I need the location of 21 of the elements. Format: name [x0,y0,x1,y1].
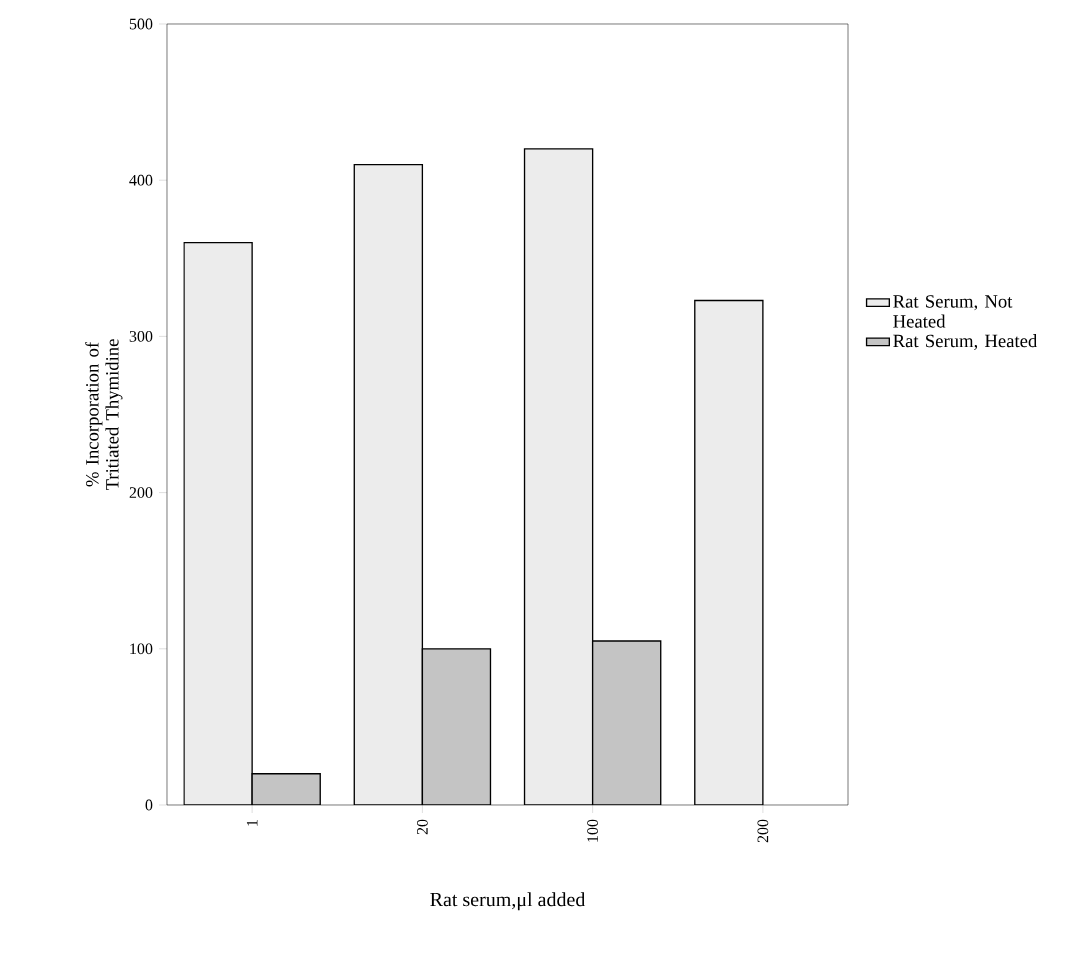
y-tick-label: 300 [129,330,153,342]
x-tick-label: 1 [246,820,258,826]
bar [252,773,321,805]
x-axis-title: Rat serum,μl added [430,892,586,911]
bar [694,299,764,805]
bar [354,164,423,805]
y-tick-label: 0 [145,799,153,811]
y-tick-label: 100 [130,643,153,655]
legend-label: Rat Serum, Not Heated [893,295,1013,328]
x-tick-label: 200 [757,819,769,843]
y-tick-label: 500 [129,18,153,30]
y-tick-label: 400 [129,174,153,186]
bar [524,148,593,805]
x-tick-label: 20 [416,819,428,835]
x-tick-label: 100 [587,819,599,842]
y-axis-title: % Incorporation of Tritiated Thymidine [85,339,123,491]
bar [422,648,491,805]
bar [184,242,253,805]
legend-label: Rat Serum, Heated [893,334,1038,350]
y-tick-label: 200 [129,487,153,498]
bar [591,640,662,805]
